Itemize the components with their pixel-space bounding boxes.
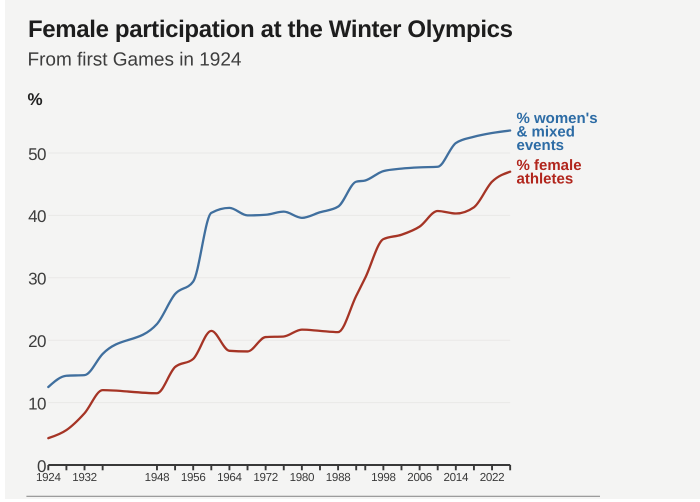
svg-text:%: % (28, 90, 43, 109)
svg-text:50: 50 (28, 145, 46, 164)
svg-text:1988: 1988 (326, 471, 351, 484)
svg-text:1998: 1998 (371, 471, 396, 484)
svg-text:2014: 2014 (444, 471, 469, 484)
svg-text:1956: 1956 (181, 471, 206, 484)
svg-text:0: 0 (37, 457, 46, 476)
svg-text:1964: 1964 (217, 471, 242, 484)
svg-text:1972: 1972 (253, 471, 278, 484)
svg-text:Female participation at the Wi: Female participation at the Winter Olymp… (28, 16, 513, 43)
svg-text:2006: 2006 (407, 471, 432, 484)
svg-text:From first Games in 1924: From first Games in 1924 (28, 50, 242, 71)
svg-text:1924: 1924 (36, 471, 61, 484)
svg-text:40: 40 (28, 207, 46, 226)
svg-text:10: 10 (28, 394, 46, 413)
svg-text:1932: 1932 (72, 471, 97, 484)
svg-text:20: 20 (28, 332, 46, 351)
svg-text:30: 30 (28, 270, 46, 289)
svg-text:1948: 1948 (145, 471, 170, 484)
svg-text:1980: 1980 (290, 471, 315, 484)
svg-text:2022: 2022 (480, 471, 505, 484)
